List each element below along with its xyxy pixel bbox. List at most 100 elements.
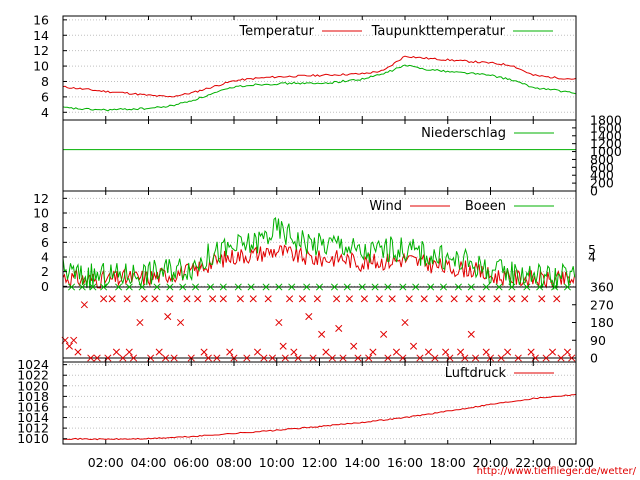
series-layer (61, 55, 577, 441)
direction-marker (294, 354, 302, 362)
time-tick-label: 14:00 (344, 455, 380, 470)
pressure-line (63, 393, 577, 441)
direction-marker (335, 324, 343, 332)
direction-marker-alt (427, 283, 435, 291)
direction-marker (170, 354, 178, 362)
wind-ytick: 12 (33, 191, 49, 206)
direction-marker (183, 295, 191, 303)
precipitation-ytick: 1800 (590, 113, 622, 128)
time-tick-label: 16:00 (387, 455, 423, 470)
direction-marker (70, 336, 78, 344)
direction-marker-alt (439, 283, 448, 291)
pressure-ytick: 1016 (17, 399, 49, 414)
temperature-line-2 (62, 64, 577, 112)
direction-marker (328, 354, 336, 362)
direction-marker (164, 313, 172, 321)
direction-marker-alt (358, 283, 366, 291)
wind-ytick: 6 (41, 235, 49, 250)
direction-marker (155, 348, 163, 356)
direction-marker (112, 348, 120, 356)
direction-marker (318, 330, 326, 338)
direction-marker (151, 295, 159, 303)
temperature-ytick: 16 (33, 12, 49, 27)
direction-marker-alt (563, 283, 572, 291)
temperature-line-1 (62, 55, 577, 98)
wind-ytick: 0 (41, 279, 49, 294)
wind-ytick: 4 (41, 250, 49, 265)
temperature-ytick: 8 (41, 74, 49, 89)
direction-ytick: 360 (590, 280, 614, 295)
pressure-ytick: 1014 (17, 410, 49, 425)
wind-line-1 (62, 244, 576, 289)
precipitation-ytick: 1400 (590, 128, 622, 143)
direction-marker (354, 354, 362, 362)
direction-marker-alt (191, 283, 200, 291)
gust-legend-label: Boeen (465, 199, 506, 214)
direction-marker (194, 295, 202, 303)
direction-marker (339, 354, 347, 362)
direction-marker-alt (495, 283, 503, 291)
direction-marker-alt (275, 283, 283, 291)
direction-marker-alt (288, 283, 296, 291)
direction-marker (568, 354, 576, 362)
direction-marker (457, 348, 465, 356)
direction-marker-alt (371, 283, 379, 291)
time-tick-label: 10:00 (259, 455, 295, 470)
precipitation-ytick: 800 (590, 152, 614, 167)
precipitation-ytick: 200 (590, 176, 614, 191)
direction-marker-alt (78, 283, 86, 291)
direction-marker (253, 348, 262, 356)
direction-marker (482, 348, 490, 356)
direction-marker (424, 348, 433, 356)
direction-marker (93, 354, 101, 362)
direction-marker (281, 354, 289, 362)
direction-marker (219, 295, 227, 303)
direction-marker (384, 354, 392, 362)
direction-marker (213, 354, 221, 362)
direction-marker-alt (100, 283, 108, 291)
precipitation-ytick: 1200 (590, 136, 622, 151)
direction-marker-alt (536, 283, 544, 291)
precipitation-ytick: 1000 (590, 144, 622, 159)
direction-marker (136, 318, 144, 327)
direction-marker-alt (482, 283, 490, 291)
temperature-ytick: 6 (41, 89, 49, 104)
direction-marker (392, 348, 401, 356)
direction-marker (286, 295, 294, 303)
direction-marker-alt (247, 283, 255, 291)
direction-marker (226, 348, 234, 356)
direction-marker (493, 295, 501, 303)
direction-marker (420, 295, 428, 303)
direction-marker (260, 354, 268, 362)
direction-marker (508, 295, 516, 303)
direction-marker (264, 295, 272, 303)
temperature-ytick: 10 (33, 59, 49, 74)
direction-marker (369, 348, 377, 356)
precipitation-ytick: 400 (590, 168, 614, 183)
direction-marker (313, 295, 321, 303)
direction-marker-alt (234, 283, 242, 291)
direction-marker (538, 295, 546, 303)
direction-marker (200, 348, 208, 356)
direction-marker (129, 354, 138, 362)
direction-marker (305, 313, 313, 321)
precipitation-ytick: 1600 (590, 120, 622, 135)
direction-marker (388, 295, 396, 303)
source-url[interactable]: http://www.tiefflieger.de/wetter/ (477, 466, 637, 477)
direction-marker (497, 354, 505, 362)
dewpoint-legend-label: Taupunkttemperatur (371, 24, 506, 39)
direction-marker (435, 295, 443, 303)
direction-ytick: 90 (590, 333, 606, 348)
time-tick-label: 18:00 (430, 455, 466, 470)
direction-marker-alt (89, 283, 97, 291)
direction-marker (268, 354, 277, 362)
wind-right-label: 4 (588, 250, 596, 265)
direction-marker (123, 295, 131, 303)
temperature-ytick: 12 (33, 43, 49, 58)
direction-marker (236, 295, 244, 303)
pressure-ytick: 1024 (17, 357, 49, 372)
direction-marker (322, 348, 330, 356)
direction-marker (527, 348, 535, 356)
direction-marker (350, 342, 358, 350)
